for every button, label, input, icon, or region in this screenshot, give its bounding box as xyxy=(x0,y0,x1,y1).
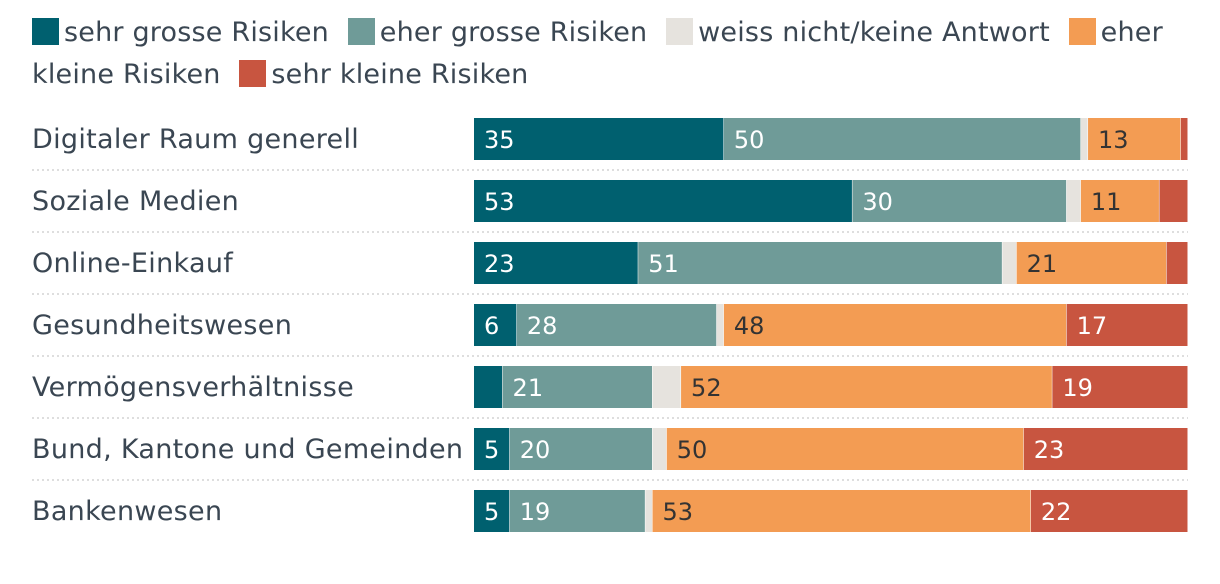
value-label: 51 xyxy=(648,250,679,278)
value-label: 17 xyxy=(1077,312,1108,340)
value-label: 6 xyxy=(484,312,499,340)
legend-label: weiss nicht/keine Antwort xyxy=(698,17,1050,48)
legend-swatch xyxy=(1068,18,1096,45)
bar-segment xyxy=(474,118,724,160)
value-label: 35 xyxy=(484,126,515,154)
bar-segment xyxy=(723,304,1067,346)
bar-segment xyxy=(1002,242,1017,284)
bar-segment xyxy=(1088,118,1181,160)
bar-segment xyxy=(1016,242,1167,284)
value-label: 48 xyxy=(734,312,765,340)
legend-label: sehr kleine Risiken xyxy=(271,59,529,90)
value-label: 50 xyxy=(677,436,708,464)
value-label: 23 xyxy=(1034,436,1065,464)
bar-segment xyxy=(509,428,652,470)
value-label: 5 xyxy=(484,436,499,464)
value-label: 19 xyxy=(520,498,551,526)
bar-segment xyxy=(723,118,1081,160)
value-label: 21 xyxy=(513,374,544,402)
bar-segment xyxy=(474,366,503,408)
bar-segment xyxy=(502,366,652,408)
legend-item: eher grosse Risiken xyxy=(347,17,648,48)
bar-segment xyxy=(474,180,852,222)
bar-segment xyxy=(852,180,1067,222)
bar-segment xyxy=(1080,180,1159,222)
value-label: 53 xyxy=(484,188,515,216)
bar-segment xyxy=(681,366,1052,408)
value-label: 13 xyxy=(1098,126,1129,154)
bar-segment xyxy=(1066,180,1081,222)
bar-segment xyxy=(716,304,724,346)
value-label: 20 xyxy=(520,436,551,464)
bar-segment xyxy=(1052,366,1188,408)
value-label: 21 xyxy=(1027,250,1058,278)
bar-segment xyxy=(509,490,645,532)
category-label: Bund, Kantone und Gemeinden xyxy=(32,434,463,465)
bar-segment xyxy=(474,490,510,532)
bar-segment xyxy=(638,242,1002,284)
bar-segment xyxy=(1066,304,1188,346)
legend-swatch xyxy=(666,18,694,45)
bar-segment xyxy=(1030,490,1188,532)
value-label: 23 xyxy=(484,250,515,278)
value-label: 19 xyxy=(1062,374,1093,402)
bar-segment xyxy=(666,428,1024,470)
legend-swatch xyxy=(239,60,267,87)
bar-segment xyxy=(652,428,667,470)
category-label: Digitaler Raum generell xyxy=(32,124,359,155)
legend-label: eher grosse Risiken xyxy=(379,17,648,48)
legend-label: eher kleine Risiken xyxy=(32,17,1163,90)
bar-segment xyxy=(516,304,717,346)
bar-segment xyxy=(1180,118,1188,160)
legend-item: eher kleine Risiken xyxy=(32,17,1163,90)
bar-segment xyxy=(1080,118,1088,160)
bar-segment xyxy=(474,428,510,470)
bar-segment xyxy=(1159,180,1188,222)
category-label: Gesundheitswesen xyxy=(32,310,292,341)
legend-item: sehr grosse Risiken xyxy=(32,17,329,48)
bar-segment xyxy=(1023,428,1188,470)
category-label: Soziale Medien xyxy=(32,186,239,217)
value-label: 22 xyxy=(1041,498,1072,526)
legend-item: sehr kleine Risiken xyxy=(239,59,528,90)
bar-segment xyxy=(474,242,638,284)
legend-swatch xyxy=(347,18,375,45)
value-label: 28 xyxy=(527,312,558,340)
legend-swatch xyxy=(32,18,59,45)
bar-segment xyxy=(1166,242,1188,284)
bar-segment xyxy=(474,304,517,346)
category-label: Online-Einkauf xyxy=(32,248,234,279)
chart-legend: sehr grosse Risiken eher grosse Risiken … xyxy=(32,12,1192,96)
value-label: 50 xyxy=(734,126,765,154)
value-label: 11 xyxy=(1091,188,1122,216)
value-label: 52 xyxy=(691,374,722,402)
bar-segment xyxy=(645,490,652,532)
legend-label: sehr grosse Risiken xyxy=(64,17,329,48)
value-label: 30 xyxy=(862,188,893,216)
legend-item: weiss nicht/keine Antwort xyxy=(666,17,1050,48)
value-label: 53 xyxy=(663,498,694,526)
value-label: 5 xyxy=(484,498,499,526)
category-label: Bankenwesen xyxy=(32,496,222,527)
bar-segment xyxy=(652,490,1031,532)
bar-segment xyxy=(652,366,681,408)
category-label: Vermögensverhältnisse xyxy=(32,372,354,403)
